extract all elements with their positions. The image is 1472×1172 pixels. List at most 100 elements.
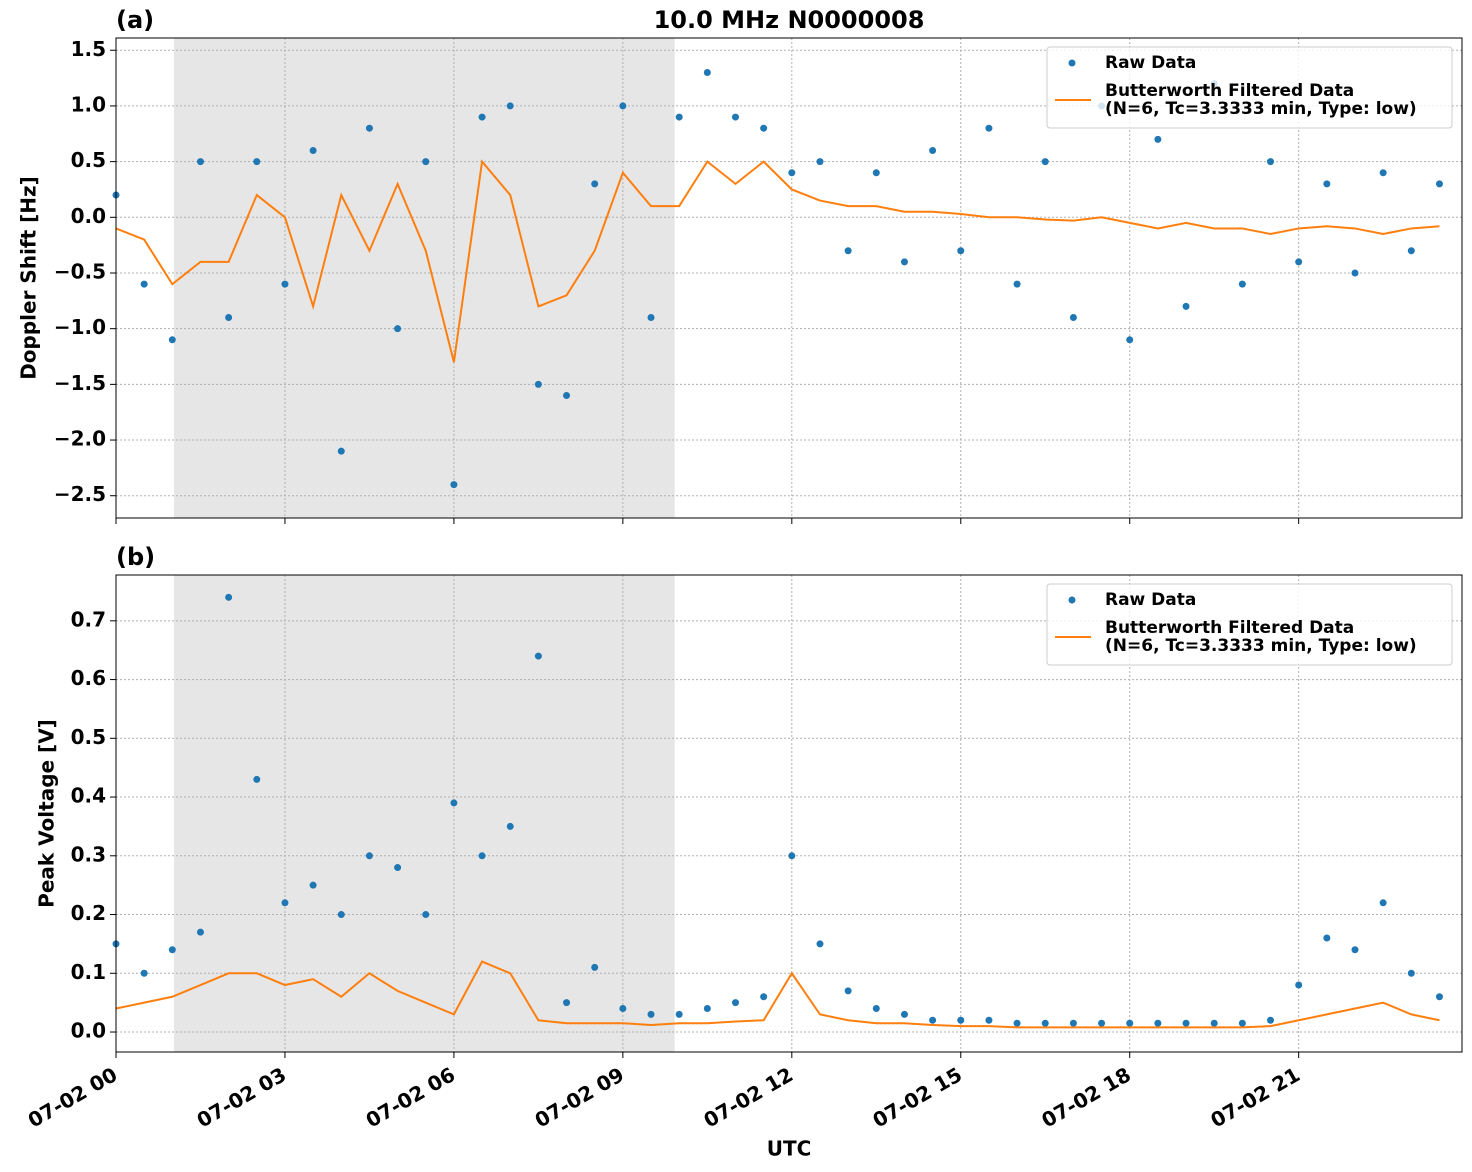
x-tick-label: 07-02 18 bbox=[1037, 1062, 1135, 1132]
raw-point bbox=[647, 1010, 655, 1018]
panel-label: (a) bbox=[116, 6, 154, 34]
raw-point bbox=[929, 146, 937, 154]
raw-point bbox=[1041, 1019, 1049, 1027]
x-tick-label: 07-02 09 bbox=[531, 1062, 629, 1132]
raw-point bbox=[534, 380, 542, 388]
raw-point bbox=[450, 481, 458, 489]
raw-point bbox=[281, 280, 289, 288]
raw-point bbox=[1182, 302, 1190, 310]
raw-point bbox=[1267, 1016, 1275, 1024]
legend-box bbox=[1046, 46, 1453, 129]
panel-label: (b) bbox=[116, 543, 155, 571]
raw-point bbox=[1154, 135, 1162, 143]
raw-point bbox=[731, 999, 739, 1007]
x-tick-label: 07-02 15 bbox=[868, 1062, 966, 1132]
raw-point bbox=[563, 999, 571, 1007]
raw-point bbox=[1069, 314, 1077, 322]
raw-point bbox=[619, 102, 627, 110]
raw-point bbox=[675, 1010, 683, 1018]
y-axis-label: Doppler Shift [Hz] bbox=[17, 176, 41, 380]
legend-marker bbox=[1068, 59, 1076, 67]
raw-point bbox=[1013, 1019, 1021, 1027]
raw-point bbox=[1351, 269, 1359, 277]
y-tick-label: 0.0 bbox=[71, 204, 106, 228]
raw-point bbox=[1126, 1019, 1134, 1027]
y-tick-label: −2.5 bbox=[54, 482, 106, 506]
x-tick-label: 07-02 06 bbox=[362, 1062, 460, 1132]
raw-point bbox=[1379, 899, 1387, 907]
raw-point bbox=[1407, 247, 1415, 255]
y-axis-label: Peak Voltage [V] bbox=[35, 719, 59, 908]
raw-point bbox=[225, 314, 233, 322]
panel: −2.5 −2.0 −1.5 −1.0 −0.5 0.0 0.5 1.0 1.5 10.0 MHz… bbox=[17, 6, 1463, 524]
raw-point bbox=[563, 391, 571, 399]
raw-point bbox=[844, 247, 852, 255]
y-tick-label: 1.5 bbox=[71, 37, 106, 61]
raw-point bbox=[394, 864, 402, 872]
raw-point bbox=[337, 447, 345, 455]
raw-point bbox=[1323, 180, 1331, 188]
raw-point bbox=[394, 325, 402, 333]
raw-point bbox=[422, 911, 430, 919]
raw-point bbox=[422, 158, 430, 166]
chart-title: 10.0 MHz N0000008 bbox=[654, 6, 925, 34]
raw-point bbox=[1182, 1019, 1190, 1027]
raw-point bbox=[1267, 158, 1275, 166]
raw-point bbox=[506, 102, 514, 110]
raw-point bbox=[1069, 1019, 1077, 1027]
raw-point bbox=[788, 852, 796, 860]
raw-point bbox=[591, 180, 599, 188]
raw-point bbox=[1323, 934, 1331, 942]
raw-point bbox=[365, 852, 373, 860]
raw-point bbox=[957, 247, 965, 255]
raw-point bbox=[1238, 280, 1246, 288]
raw-point bbox=[506, 822, 514, 830]
y-tick-label: 0.6 bbox=[71, 666, 106, 690]
raw-point bbox=[900, 1010, 908, 1018]
legend-marker bbox=[1068, 596, 1076, 604]
highlight-span bbox=[174, 38, 675, 518]
x-axis-label: UTC bbox=[767, 1137, 812, 1161]
plot-frame bbox=[115, 37, 1463, 519]
raw-point bbox=[168, 946, 176, 954]
raw-point bbox=[703, 1005, 711, 1013]
raw-point bbox=[140, 969, 148, 977]
legend-label: Butterworth Filtered Data (N=6, Tc=3.3333… bbox=[1105, 81, 1417, 119]
raw-point bbox=[760, 993, 768, 1001]
raw-point bbox=[1238, 1019, 1246, 1027]
raw-point bbox=[253, 775, 261, 783]
raw-point bbox=[675, 113, 683, 121]
legend-label: Butterworth Filtered Data (N=6, Tc=3.3333… bbox=[1105, 618, 1417, 656]
raw-point bbox=[1435, 993, 1443, 1001]
raw-point bbox=[196, 928, 204, 936]
x-tick-label: 07-02 00 bbox=[24, 1062, 122, 1132]
raw-point bbox=[985, 1016, 993, 1024]
raw-point bbox=[1351, 946, 1359, 954]
legend-box bbox=[1046, 583, 1453, 666]
raw-point bbox=[1435, 180, 1443, 188]
raw-point bbox=[281, 899, 289, 907]
raw-point bbox=[140, 280, 148, 288]
raw-point bbox=[1013, 280, 1021, 288]
raw-point bbox=[929, 1016, 937, 1024]
x-tick-label: 07-02 21 bbox=[1206, 1062, 1304, 1132]
y-tick-label: 0.7 bbox=[71, 607, 106, 631]
y-tick-label: 0.3 bbox=[71, 842, 106, 866]
x-tick-label: 07-02 12 bbox=[700, 1062, 798, 1132]
raw-point bbox=[900, 258, 908, 266]
raw-point bbox=[478, 113, 486, 121]
raw-point bbox=[872, 169, 880, 177]
raw-point bbox=[1295, 258, 1303, 266]
raw-point bbox=[450, 799, 458, 807]
raw-point bbox=[337, 911, 345, 919]
raw-point bbox=[872, 1005, 880, 1013]
raw-point bbox=[1407, 969, 1415, 977]
raw-point bbox=[985, 124, 993, 132]
y-tick-label: −1.5 bbox=[54, 371, 106, 395]
raw-point bbox=[844, 987, 852, 995]
y-tick-label: 1.0 bbox=[71, 92, 106, 116]
plot-frame bbox=[115, 574, 1463, 1053]
filtered-line bbox=[115, 159, 1440, 363]
raw-point bbox=[253, 158, 261, 166]
